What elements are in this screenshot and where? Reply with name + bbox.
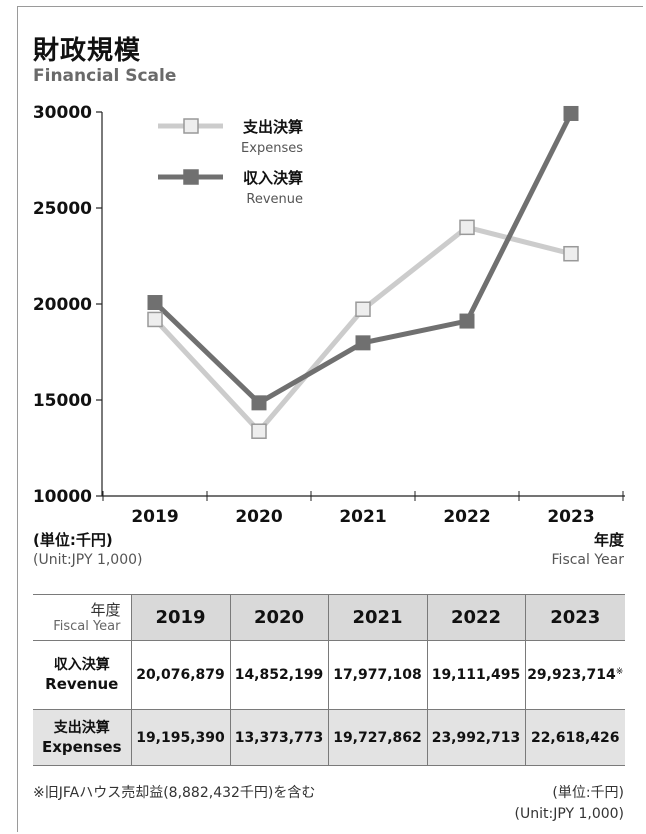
expenses-data-point (459, 219, 475, 236)
table-cell: 14,852,199 (229, 640, 329, 710)
x-tick-label: 2021 (339, 507, 386, 527)
table-unit-label-en: (Unit:JPY 1,000) (514, 806, 624, 822)
footnote-mark: ※ (615, 667, 624, 677)
chart-legend: 支出決算 Expenses 収入決算 Revenue (158, 118, 303, 207)
table-cell: 22,618,426 (524, 709, 625, 766)
table-year-header: 2019 (130, 594, 231, 641)
table-year-header: 2021 (327, 594, 428, 641)
expenses-data-point (355, 301, 371, 317)
panel-frame (17, 6, 643, 832)
chart-subtitle: Financial Scale (33, 66, 177, 86)
chart-unit-label: (単位:千円) (33, 531, 113, 549)
expenses-series-line (153, 224, 572, 434)
legend-revenue-label: 収入決算 (243, 169, 303, 187)
table-header-row: 年度 Fiscal Year 2019 2020 2021 2022 2023 (33, 594, 625, 641)
row-label-en: Expenses (41, 737, 122, 756)
table-corner-cell: 年度 Fiscal Year (33, 594, 132, 641)
legend-expenses-label: 支出決算 (242, 118, 303, 136)
revenue-data-point (563, 105, 579, 121)
row-label-ja: 支出決算 (53, 719, 110, 736)
x-axis-label: 年度 (593, 531, 624, 549)
y-tick-label: 20000 (33, 295, 92, 315)
table-year-header: 2020 (229, 594, 329, 641)
y-tick-label: 10000 (33, 487, 92, 507)
legend-revenue-label-en: Revenue (246, 192, 303, 207)
legend-expenses-label-en: Expenses (241, 141, 303, 156)
table-cell: 17,977,108 (327, 640, 428, 710)
x-tick-label: 2023 (547, 507, 594, 527)
expenses-data-point (147, 311, 163, 328)
data-table: 年度 Fiscal Year 2019 2020 2021 2022 2023 … (33, 594, 625, 766)
y-tick-label: 15000 (33, 391, 92, 411)
table-cell: 23,992,713 (426, 709, 526, 766)
chart-title: 財政規模 (33, 36, 142, 66)
table-cell-with-note: 29,923,714※ (524, 640, 625, 710)
x-tick-label: 2020 (235, 507, 282, 527)
x-axis-ticks: 2019 2020 2021 2022 2023 (102, 491, 624, 527)
table-cell-value: 29,923,714 (527, 667, 616, 683)
row-label-en: Revenue (45, 675, 119, 693)
table-row-expenses: 支出決算 Expenses 19,195,390 13,373,773 19,7… (33, 709, 625, 766)
table-cell: 19,727,862 (327, 709, 428, 766)
row-label-revenue: 収入決算 Revenue (33, 640, 132, 710)
expenses-data-point (563, 245, 579, 262)
revenue-data-point (459, 313, 475, 329)
table-cell: 19,111,495 (426, 640, 526, 710)
corner-label-ja: 年度 (90, 600, 121, 619)
y-axis-ticks: 10000 15000 20000 25000 30000 (33, 103, 102, 507)
x-tick-label: 2022 (443, 507, 490, 527)
x-axis-label-en: Fiscal Year (551, 552, 624, 568)
legend-revenue-marker (183, 169, 199, 185)
table-cell: 20,076,879 (130, 640, 231, 710)
revenue-series-line (153, 112, 574, 406)
table-year-header: 2023 (524, 594, 625, 641)
legend-expenses-marker (183, 118, 199, 134)
revenue-data-point (355, 335, 371, 351)
corner-label-en: Fiscal Year (53, 618, 121, 634)
row-label-expenses: 支出決算 Expenses (33, 709, 132, 766)
y-tick-label: 30000 (33, 103, 92, 123)
revenue-data-point (147, 295, 163, 311)
table-unit-label: (単位:千円) (552, 785, 624, 801)
footnote: ※旧JFAハウス売却益(8,882,432千円)を含む (33, 785, 316, 801)
expenses-data-point (251, 423, 267, 439)
table-cell: 13,373,773 (229, 709, 329, 766)
revenue-data-point (251, 395, 267, 411)
y-tick-label: 25000 (33, 199, 92, 219)
table-row-revenue: 収入決算 Revenue 20,076,879 14,852,199 17,97… (33, 640, 625, 710)
row-label-ja: 収入決算 (53, 657, 110, 673)
series-points (147, 105, 579, 439)
series-lines (153, 112, 574, 434)
x-tick-label: 2019 (131, 507, 178, 527)
chart-unit-label-en: (Unit:JPY 1,000) (33, 552, 143, 568)
table-cell: 19,195,390 (130, 709, 231, 766)
table-year-header: 2022 (426, 594, 526, 641)
